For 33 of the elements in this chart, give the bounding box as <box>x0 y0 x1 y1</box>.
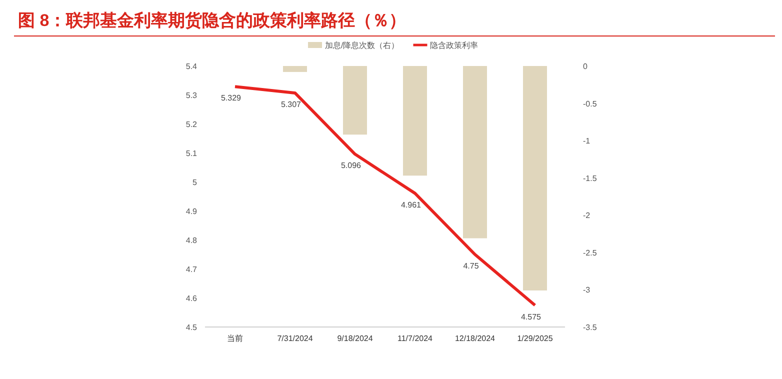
x-tick-label: 9/18/2024 <box>337 334 374 343</box>
legend-label: 隐含政策利率 <box>430 41 478 50</box>
y2-tick-label: -0.5 <box>583 99 598 108</box>
y-tick-label: 5.1 <box>186 149 198 158</box>
x-tick-label: 当前 <box>227 334 243 343</box>
y-tick-label: 4.6 <box>186 294 198 303</box>
data-label: 4.961 <box>400 200 422 210</box>
data-label: 5.307 <box>280 100 302 109</box>
y2-tick-label: -2.5 <box>583 248 598 258</box>
y-tick-label: 5 <box>192 178 198 187</box>
chart-title: 图 8：联邦基金利率期货隐含的政策利率路径（％） <box>18 11 406 30</box>
y2-tick-label: -3.5 <box>583 323 598 332</box>
data-label: 4.75 <box>463 262 480 270</box>
y2-tick-label: 0 <box>583 62 588 71</box>
y-tick-label: 4.9 <box>186 207 198 216</box>
y-tick-label: 4.7 <box>186 265 198 274</box>
y2-tick-label: -1 <box>583 136 591 146</box>
y2-tick-label: -1.5 <box>583 174 598 183</box>
y-tick-label: 5.3 <box>186 91 198 100</box>
x-tick-label: 7/31/2024 <box>277 334 314 343</box>
data-label: 5.096 <box>340 161 362 170</box>
y-tick-label: 4.5 <box>186 323 198 332</box>
y2-tick-label: -3 <box>583 286 591 295</box>
x-tick-label: 11/7/2024 <box>398 334 434 343</box>
x-tick-label: 12/18/2024 <box>454 334 496 343</box>
y2-tick-label: -2 <box>583 211 591 220</box>
y-tick-label: 5.2 <box>186 120 198 129</box>
data-label: 4.575 <box>520 312 542 322</box>
x-tick-label: 1/29/2025 <box>517 334 554 343</box>
y-tick-label: 4.8 <box>186 236 198 245</box>
y-tick-label: 5.4 <box>186 62 198 71</box>
data-label: 5.329 <box>220 94 242 103</box>
legend-label: 加息/降息次数（右） <box>325 41 400 50</box>
